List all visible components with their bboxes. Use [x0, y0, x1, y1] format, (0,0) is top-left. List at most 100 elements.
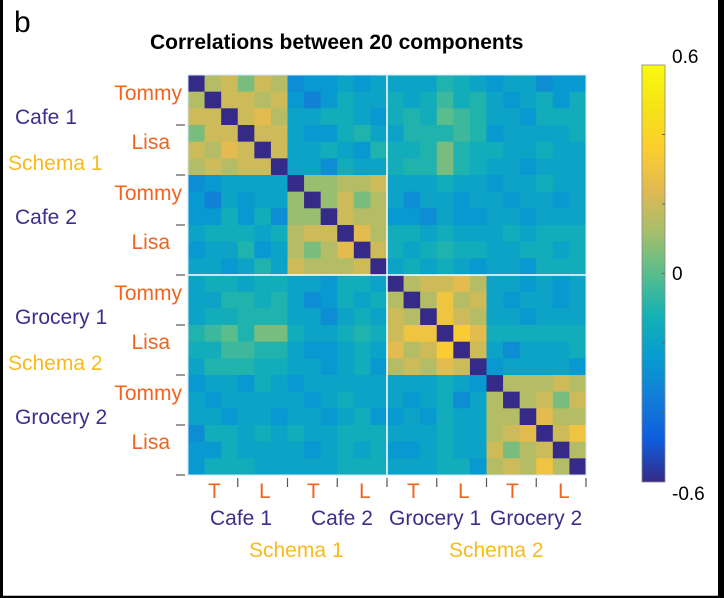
heatmap-cell [320, 75, 338, 93]
heatmap-cell [320, 175, 338, 193]
heatmap-cell [519, 325, 537, 343]
heatmap-cell [270, 175, 288, 193]
heatmap-cell [188, 158, 205, 176]
heatmap-cell [270, 225, 288, 243]
heatmap-cell [337, 225, 355, 243]
heatmap-cell [337, 191, 355, 209]
heatmap-cell [237, 291, 255, 309]
heatmap-cell [270, 341, 288, 359]
heatmap-cell [237, 141, 255, 159]
heatmap-cell [287, 291, 305, 309]
heatmap-cell [221, 75, 239, 93]
heatmap-cell [237, 408, 255, 426]
heatmap-cell [420, 191, 438, 209]
heatmap-cell [403, 208, 421, 226]
heatmap-cell [188, 191, 205, 209]
heatmap-cell [552, 375, 570, 393]
heatmap-cell [204, 241, 222, 259]
heatmap-cell [552, 325, 570, 343]
heatmap-cell [552, 408, 570, 426]
heatmap-cell [221, 258, 239, 276]
heatmap-cell [254, 75, 272, 93]
heatmap-cell [304, 175, 322, 193]
heatmap-cell [254, 375, 272, 393]
heatmap-cell [503, 191, 521, 209]
heatmap-cell [204, 458, 222, 476]
heatmap-cell [436, 208, 454, 226]
heatmap-cell [287, 358, 305, 376]
heatmap-cell [552, 158, 570, 176]
heatmap-cell [503, 458, 521, 476]
heatmap-cell [320, 275, 338, 293]
heatmap-cell [254, 425, 272, 443]
heatmap-cell [536, 241, 554, 259]
heatmap-cell [254, 208, 272, 226]
heatmap-cell [519, 108, 537, 126]
heatmap-cell [503, 291, 521, 309]
heatmap-cell [221, 308, 239, 326]
heatmap-cell [353, 425, 371, 443]
heatmap-cell [254, 158, 272, 176]
heatmap-cell [453, 275, 471, 293]
heatmap-cell [519, 241, 537, 259]
heatmap-cell [237, 258, 255, 276]
heatmap-cell [353, 441, 371, 459]
heatmap-cell [519, 308, 537, 326]
heatmap-cell [304, 458, 322, 476]
heatmap-cell [387, 275, 404, 293]
heatmap-cell [204, 408, 222, 426]
heatmap-cell [503, 225, 521, 243]
heatmap-cell [569, 441, 587, 459]
heatmap-cell [287, 375, 305, 393]
heatmap-cell [370, 75, 388, 93]
heatmap-cell [353, 141, 371, 159]
heatmap-cell [453, 458, 471, 476]
heatmap-cell [370, 208, 388, 226]
heatmap-cell [304, 408, 322, 426]
heatmap-cell [270, 325, 288, 343]
heatmap-cell [320, 158, 338, 176]
heatmap-cell [287, 441, 305, 459]
heatmap-cell [536, 275, 554, 293]
heatmap-cell [320, 358, 338, 376]
heatmap-cell [469, 458, 487, 476]
heatmap-cell [287, 158, 305, 176]
heatmap-cell [436, 258, 454, 276]
heatmap-cell [569, 391, 587, 409]
heatmap-cell [469, 241, 487, 259]
heatmap-cell [552, 75, 570, 93]
heatmap-cell [403, 425, 421, 443]
heatmap-cell [270, 158, 288, 176]
heatmap-cell [569, 425, 587, 443]
heatmap-cell [353, 208, 371, 226]
heatmap-cell [237, 375, 255, 393]
heatmap-cell [519, 291, 537, 309]
heatmap-cell [387, 425, 404, 443]
heatmap-cell [420, 325, 438, 343]
heatmap-cell [503, 108, 521, 126]
heatmap-cell [536, 341, 554, 359]
heatmap-cell [254, 408, 272, 426]
heatmap-cell [486, 308, 504, 326]
heatmap-cell [320, 391, 338, 409]
heatmap-cell [304, 191, 322, 209]
heatmap-cell [254, 141, 272, 159]
heatmap-cell [486, 391, 504, 409]
heatmap-cell [254, 391, 272, 409]
heatmap-cell [420, 91, 438, 109]
heatmap-cell [204, 391, 222, 409]
heatmap-cell [420, 75, 438, 93]
heatmap-cell [403, 258, 421, 276]
heatmap-cell [188, 225, 205, 243]
heatmap-cell [320, 458, 338, 476]
heatmap-cell [420, 175, 438, 193]
heatmap-cell [486, 241, 504, 259]
heatmap-cell [486, 291, 504, 309]
heatmap-cell [569, 125, 587, 143]
heatmap-cell [387, 208, 404, 226]
colorbar-tick-zero: 0 [672, 264, 683, 285]
heatmap-cell [519, 158, 537, 176]
heatmap-cell [436, 241, 454, 259]
heatmap-cell [403, 441, 421, 459]
